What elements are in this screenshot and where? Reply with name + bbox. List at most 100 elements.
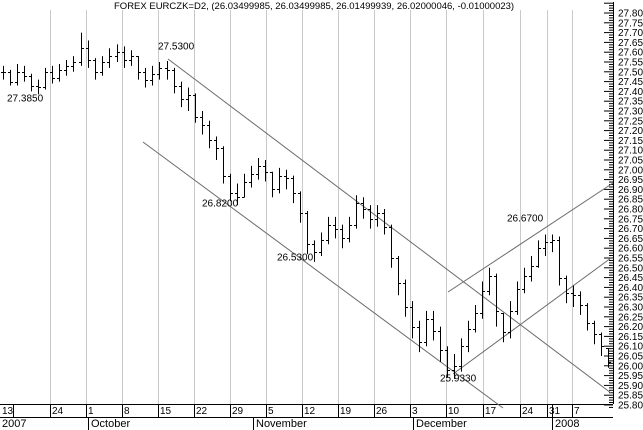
y-axis-label: 27.20 [618, 126, 643, 137]
price-annotation: 26.6700 [507, 214, 544, 225]
ohlc-bar [599, 332, 604, 356]
ohlc-bar [15, 63, 20, 86]
y-axis-label: 26.90 [618, 185, 643, 196]
y-axis-label: 26.65 [618, 234, 643, 245]
y-axis-label: 27.65 [618, 38, 643, 49]
ohlc-bar [71, 56, 76, 72]
x-day-label: 12 [304, 406, 316, 417]
x-month-label: October [91, 418, 130, 430]
y-axis-label: 27.60 [618, 48, 643, 59]
ohlc-bar [291, 175, 296, 204]
down-channel-upper-trendline [167, 58, 612, 394]
ohlc-bar [150, 65, 155, 86]
down-channel-lower-trendline [142, 141, 504, 409]
x-day-label: 7 [574, 406, 580, 417]
ohlc-bar [375, 205, 380, 227]
y-axis-label: 27.35 [618, 97, 643, 108]
price-annotation: 25.9330 [440, 374, 477, 385]
x-day-label: 26 [376, 406, 388, 417]
ohlc-bar [263, 160, 268, 182]
x-day-label: 24 [522, 406, 534, 417]
ohlc-bar [606, 348, 611, 368]
ohlc-bar [122, 46, 127, 68]
ohlc-bar [8, 69, 13, 86]
ohlc-bar [86, 40, 91, 68]
ohlc-bar [221, 146, 226, 184]
ohlc-bar [536, 240, 541, 268]
ohlc-bar [445, 346, 450, 378]
ohlc-bar [361, 197, 366, 219]
ohlc-bar [438, 326, 443, 362]
y-axis-label: 26.35 [618, 293, 643, 304]
ohlc-bar [473, 305, 478, 333]
ohlc-bar [319, 232, 324, 257]
y-axis-label: 27.40 [618, 87, 643, 98]
y-axis-label: 27.75 [618, 18, 643, 29]
chart-title: FOREX EURCZK=D2, (26.03499985, 26.034999… [114, 1, 515, 12]
ohlc-bar [333, 216, 338, 239]
x-month-label: November [256, 418, 307, 430]
y-axis-label: 26.75 [618, 214, 643, 225]
ohlc-bar [424, 310, 429, 347]
ohlc-bar [298, 191, 303, 223]
y-axis-label: 25.85 [618, 391, 643, 402]
y-axis-label: 26.45 [618, 273, 643, 284]
x-day-label: 10 [448, 406, 460, 417]
price-annotation: 27.5300 [158, 42, 195, 53]
ohlc-bar [22, 65, 27, 82]
ohlc-bar [466, 320, 471, 353]
up-channel-upper-trendline [447, 182, 614, 293]
x-day-label: 5 [268, 406, 274, 417]
y-axis-label: 26.80 [618, 205, 643, 216]
ohlc-bar [277, 167, 282, 194]
ohlc-bar [564, 275, 569, 304]
ohlc-bar [508, 301, 513, 339]
ohlc-bar [389, 224, 394, 268]
y-axis-label: 27.80 [618, 9, 643, 20]
ohlc-bar [270, 171, 275, 198]
ohlc-bar [43, 67, 48, 90]
ohlc-bar [592, 320, 597, 345]
x-day-label: 24 [52, 406, 64, 417]
ohlc-bar [452, 354, 457, 379]
ohlc-bar [326, 216, 331, 245]
x-day-label: 22 [196, 406, 208, 417]
x-day-label: 19 [340, 406, 352, 417]
ohlc-bar [305, 210, 310, 255]
y-axis-label: 27.45 [618, 77, 643, 88]
ohlc-bar [93, 58, 98, 80]
price-annotation: 26.5300 [277, 253, 314, 264]
price-annotation: 26.8200 [202, 199, 239, 210]
ohlc-bar [340, 224, 345, 249]
ohlc-bar [214, 136, 219, 160]
up-channel-lower-trendline [452, 257, 612, 375]
y-axis-label: 26.15 [618, 332, 643, 343]
ohlc-bar [585, 303, 590, 331]
ohlc-bar [64, 60, 69, 76]
x-day-label: 31 [549, 406, 561, 417]
x-month-label: 2007 [2, 418, 26, 430]
ohlc-bar [515, 281, 520, 315]
x-day-label: 8 [124, 406, 130, 417]
x-day-label: 13 [2, 406, 14, 417]
y-axis-label: 26.20 [618, 322, 643, 333]
y-axis-label: 27.30 [618, 107, 643, 118]
y-axis-label: 25.90 [618, 381, 643, 392]
y-axis-label: 27.05 [618, 156, 643, 167]
ohlc-bar [396, 256, 401, 296]
ohlc-bar [29, 73, 34, 92]
ohlc-bar [256, 158, 261, 180]
price-annotation: 27.3850 [7, 94, 44, 105]
y-axis-label: 26.95 [618, 175, 643, 186]
ohlc-bar [79, 32, 84, 66]
ohlc-bar [382, 209, 387, 235]
ohlc-bar [193, 93, 198, 123]
y-axis-label: 27.50 [618, 67, 643, 78]
ohlc-bar [403, 279, 408, 317]
y-axis-label: 26.85 [618, 195, 643, 206]
y-axis-label: 27.70 [618, 28, 643, 39]
ohlc-bar [410, 301, 415, 339]
y-axis-label: 26.00 [618, 361, 643, 372]
